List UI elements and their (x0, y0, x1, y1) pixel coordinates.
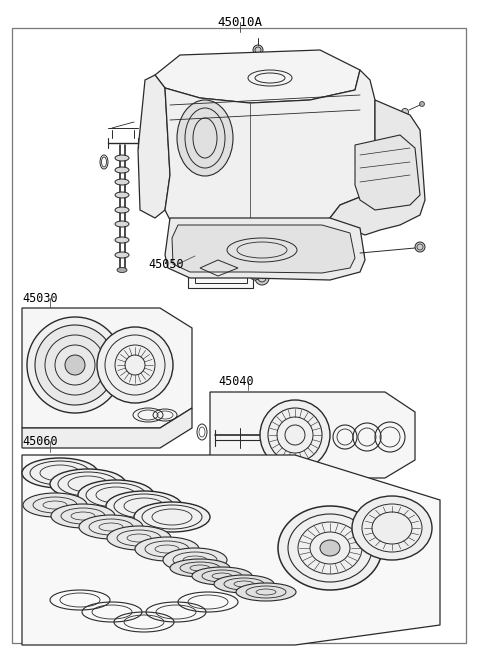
Ellipse shape (192, 567, 252, 585)
Circle shape (415, 242, 425, 252)
Circle shape (253, 45, 263, 55)
Circle shape (356, 250, 364, 258)
Ellipse shape (170, 559, 230, 577)
Polygon shape (330, 100, 425, 235)
Circle shape (250, 270, 260, 280)
Circle shape (391, 141, 399, 149)
Ellipse shape (22, 458, 98, 488)
Circle shape (401, 108, 408, 115)
Text: 45060: 45060 (22, 435, 58, 448)
Polygon shape (165, 70, 375, 230)
Circle shape (175, 79, 181, 85)
Text: 45010A: 45010A (217, 16, 263, 29)
Ellipse shape (51, 504, 115, 528)
Circle shape (391, 199, 399, 207)
Ellipse shape (50, 469, 126, 499)
Text: 45040: 45040 (218, 375, 253, 388)
Bar (188, 246, 253, 288)
Ellipse shape (115, 252, 129, 258)
Ellipse shape (35, 325, 115, 405)
Ellipse shape (115, 221, 129, 227)
Ellipse shape (163, 548, 227, 572)
Ellipse shape (117, 268, 127, 272)
Ellipse shape (115, 167, 129, 173)
Polygon shape (155, 50, 360, 103)
Ellipse shape (107, 526, 171, 550)
Circle shape (420, 102, 424, 106)
Ellipse shape (115, 179, 129, 185)
Polygon shape (138, 75, 170, 218)
Ellipse shape (177, 100, 233, 176)
Ellipse shape (97, 327, 173, 403)
Ellipse shape (79, 515, 143, 539)
Ellipse shape (65, 355, 85, 375)
Text: 45050: 45050 (148, 258, 184, 271)
Ellipse shape (115, 155, 129, 161)
Ellipse shape (214, 575, 274, 593)
Ellipse shape (115, 192, 129, 198)
Polygon shape (22, 408, 192, 448)
Ellipse shape (115, 237, 129, 243)
Ellipse shape (134, 502, 210, 532)
Ellipse shape (135, 537, 199, 561)
Ellipse shape (352, 496, 432, 560)
Circle shape (255, 271, 269, 285)
Text: 45030: 45030 (22, 292, 58, 305)
Ellipse shape (236, 583, 296, 601)
Polygon shape (355, 135, 420, 210)
Ellipse shape (23, 493, 87, 517)
Ellipse shape (106, 491, 182, 521)
Ellipse shape (115, 207, 129, 213)
Polygon shape (165, 218, 365, 280)
Polygon shape (172, 225, 355, 273)
Ellipse shape (27, 317, 123, 413)
Ellipse shape (260, 400, 330, 470)
Ellipse shape (78, 480, 154, 510)
Bar (195, 253, 247, 283)
Polygon shape (22, 308, 192, 428)
Polygon shape (22, 455, 440, 645)
Ellipse shape (278, 506, 382, 590)
Ellipse shape (320, 540, 340, 556)
Polygon shape (210, 392, 415, 478)
